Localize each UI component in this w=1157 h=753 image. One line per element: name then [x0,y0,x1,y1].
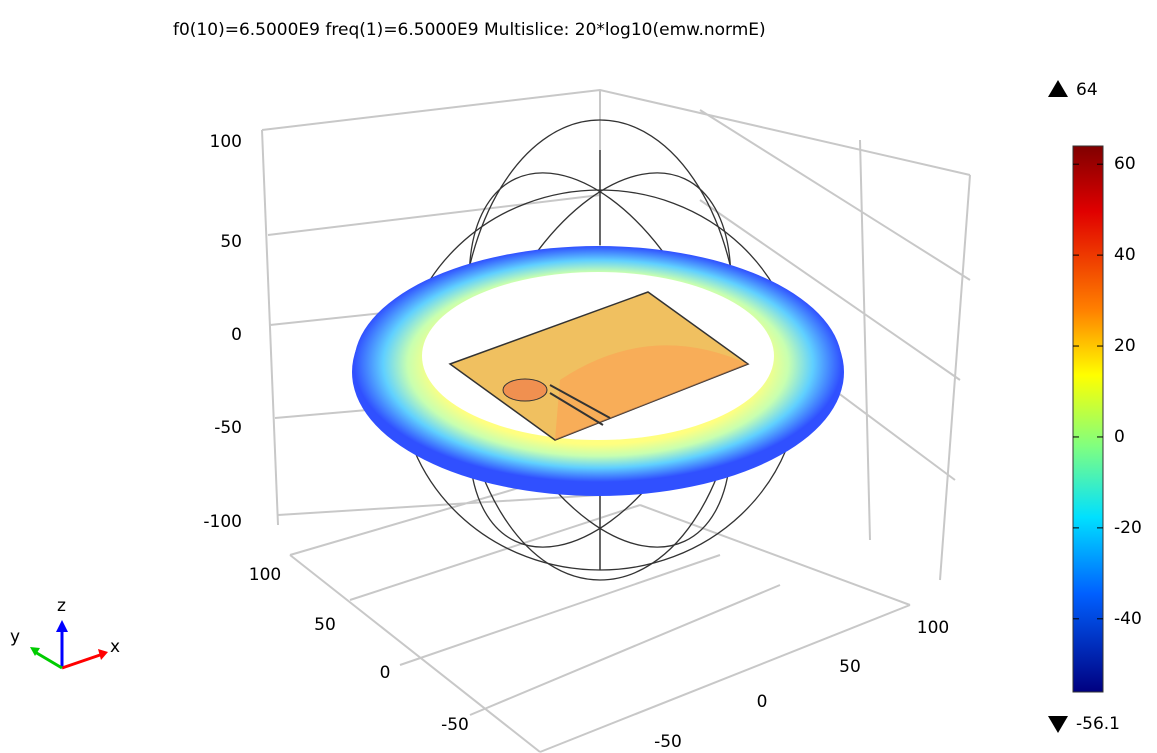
y-axis-tick-label: 0 [380,663,391,683]
z-axis-tick-label: 100 [210,132,242,152]
x-axis-tick-label: -50 [654,732,682,752]
z-axis-tick-label: 50 [220,232,242,252]
y-axis-tick-label: 100 [249,565,281,585]
z-axis-tick-label: -100 [203,512,242,532]
triad: z x y [10,596,120,670]
colorbar-tick-label: 0 [1114,427,1125,447]
triad-x: x [110,637,120,657]
colorbar-max: 64 [1076,80,1098,100]
colorbar-tick-label: 20 [1114,336,1136,356]
colorbar-tick-label: 40 [1114,245,1136,265]
z-axis-tick-label: -50 [214,418,242,438]
board [448,291,750,441]
y-axis-tick-label: 50 [314,615,336,635]
axis-labels: 100 50 0 -50 -100 100 50 0 -50 100 50 0 -50 [203,132,949,752]
x-axis-tick-label: 50 [839,657,861,677]
colorbar-tick-label: 60 [1114,154,1136,174]
max-marker [1048,80,1068,97]
y-axis-tick-label: -50 [441,715,469,735]
colorbar [1072,145,1104,693]
x-axis-tick-label: 100 [917,618,949,638]
colorbar-min: -56.1 [1076,714,1120,734]
triad-z: z [57,596,66,616]
colorbar-tick-label: -20 [1114,518,1142,538]
z-axis-tick-label: 0 [231,325,242,345]
x-axis-tick-label: 0 [757,692,768,712]
min-marker [1048,716,1068,733]
colorbar-tick-label: -40 [1114,609,1142,629]
triad-y: y [10,627,20,647]
plot-title: f0(10)=6.5000E9 freq(1)=6.5000E9 Multisl… [173,20,766,40]
